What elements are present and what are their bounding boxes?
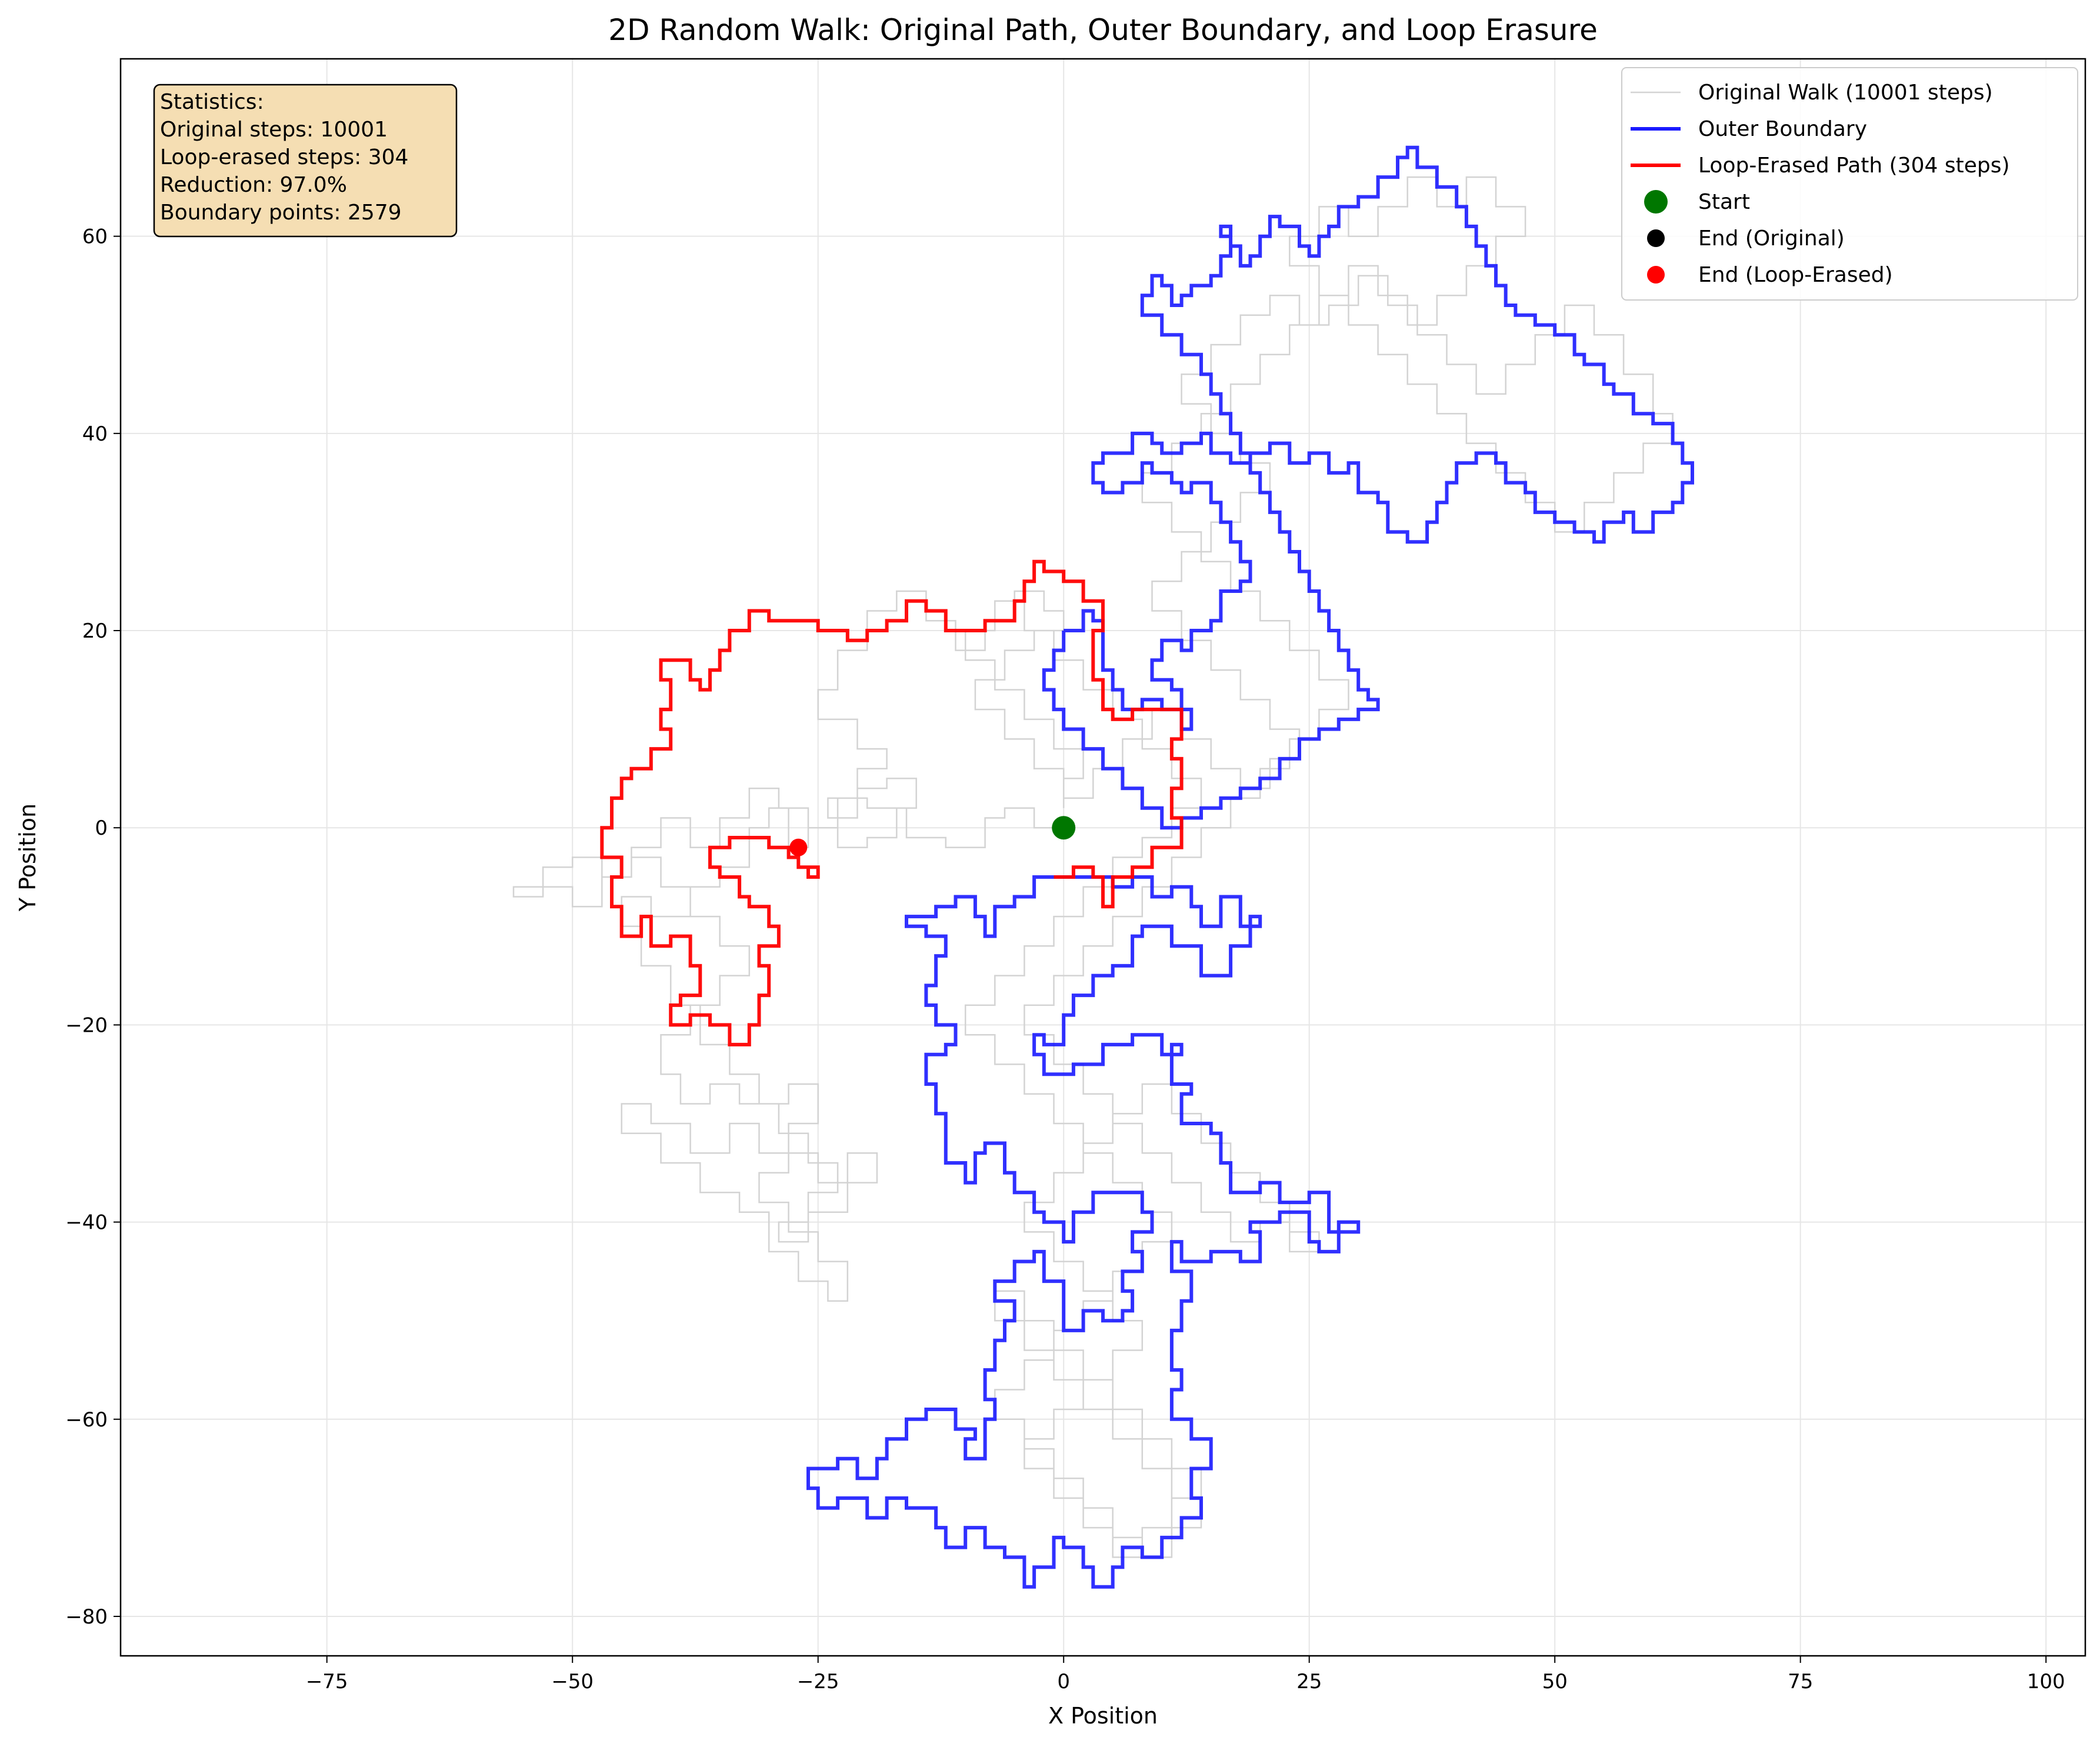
legend-label: Start bbox=[1698, 190, 1750, 214]
y-tick-label: −80 bbox=[65, 1605, 108, 1629]
y-tick-label: 0 bbox=[95, 816, 108, 840]
x-tick-label: 0 bbox=[1057, 1670, 1070, 1693]
y-tick-label: −60 bbox=[65, 1408, 108, 1432]
x-tick-label: −50 bbox=[551, 1670, 594, 1693]
legend-entry: Original Walk (10001 steps) bbox=[1631, 81, 1993, 105]
statistics-loop-erased-steps: Loop-erased steps: 304 bbox=[160, 145, 408, 169]
statistics-reduction: Reduction: 97.0% bbox=[160, 173, 347, 197]
marker-start bbox=[1052, 816, 1076, 840]
legend-entry: Loop-Erased Path (304 steps) bbox=[1631, 154, 2010, 178]
marker-end-loop-erased bbox=[789, 838, 808, 856]
plot-area bbox=[121, 59, 2085, 1656]
legend-marker-swatch bbox=[1647, 229, 1665, 247]
statistics-boundary-points: Boundary points: 2579 bbox=[160, 201, 402, 225]
legend-entry: End (Loop-Erased) bbox=[1647, 263, 1893, 287]
series-line-3 bbox=[600, 559, 1184, 1046]
legend-entry: Start bbox=[1644, 190, 1750, 214]
statistics-heading: Statistics: bbox=[160, 90, 264, 114]
series-line-1 bbox=[806, 875, 1361, 1589]
y-axis-label: Y Position bbox=[15, 804, 41, 912]
legend-entry: End (Original) bbox=[1647, 226, 1845, 251]
legend-label: Outer Boundary bbox=[1698, 117, 1867, 141]
legend: Original Walk (10001 steps) Outer Boundar… bbox=[1621, 67, 2078, 301]
series-line-0 bbox=[512, 176, 1674, 1558]
statistics-box-background bbox=[153, 84, 458, 238]
x-tick-label: 50 bbox=[1542, 1670, 1568, 1693]
y-tick-label: 40 bbox=[82, 422, 108, 446]
y-tick-label: −20 bbox=[65, 1013, 108, 1037]
legend-marker-swatch bbox=[1647, 266, 1665, 284]
series-layer bbox=[512, 145, 1694, 1589]
x-tick-label: −25 bbox=[797, 1670, 839, 1693]
chart-title: 2D Random Walk: Original Path, Outer Bou… bbox=[608, 13, 1598, 47]
legend-entry: Outer Boundary bbox=[1631, 117, 1867, 141]
legend-label: Loop-Erased Path (304 steps) bbox=[1698, 154, 2010, 178]
tick-layer: −75 −50 −25 0 25 50 75 100 −80 −60 −40 −20 0 20 40 60 bbox=[65, 225, 2065, 1693]
x-tick-label: −75 bbox=[306, 1670, 348, 1693]
x-axis-label: X Position bbox=[1048, 1703, 1158, 1729]
marker-layer bbox=[789, 816, 1076, 856]
series-line-2 bbox=[1042, 145, 1694, 830]
x-tick-label: 25 bbox=[1296, 1670, 1322, 1693]
legend-entries: Original Walk (10001 steps) Outer Boundar… bbox=[1631, 81, 2010, 287]
legend-background bbox=[1621, 67, 2078, 301]
y-tick-label: 20 bbox=[82, 619, 108, 643]
x-tick-label: 100 bbox=[2027, 1670, 2065, 1693]
x-tick-label: 75 bbox=[1788, 1670, 1813, 1693]
statistics-box: Statistics: Original steps: 10001 Loop-e… bbox=[153, 84, 458, 238]
statistics-original-steps: Original steps: 10001 bbox=[160, 118, 388, 142]
legend-label: End (Loop-Erased) bbox=[1698, 263, 1893, 287]
y-tick-label: −40 bbox=[65, 1211, 108, 1235]
legend-label: End (Original) bbox=[1698, 226, 1845, 251]
y-tick-label: 60 bbox=[82, 225, 108, 249]
plot-frame bbox=[119, 58, 2086, 1657]
legend-marker-swatch bbox=[1644, 190, 1668, 214]
legend-label: Original Walk (10001 steps) bbox=[1698, 81, 1993, 105]
